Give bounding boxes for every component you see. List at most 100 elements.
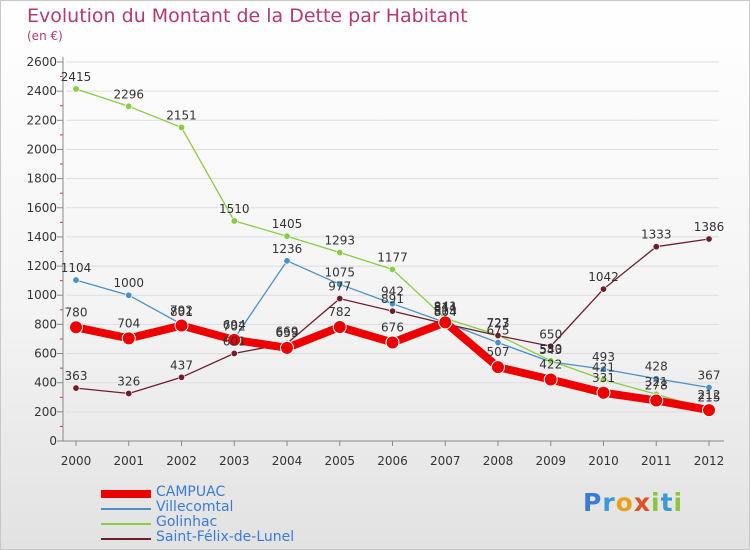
data-label: 639 bbox=[276, 326, 299, 340]
brand-letter: o bbox=[615, 488, 634, 517]
data-point bbox=[494, 339, 502, 347]
data-point bbox=[336, 249, 344, 257]
brand-letter: x bbox=[633, 488, 651, 517]
data-label: 702 bbox=[223, 320, 246, 334]
x-tick-label: 2007 bbox=[430, 454, 461, 468]
data-label: 367 bbox=[698, 369, 721, 383]
x-tick-label: 2010 bbox=[588, 454, 619, 468]
data-label: 550 bbox=[539, 342, 562, 356]
data-label: 422 bbox=[539, 357, 562, 371]
data-label: 601 bbox=[223, 334, 246, 348]
data-label: 507 bbox=[487, 345, 510, 359]
data-point bbox=[230, 217, 238, 225]
data-point bbox=[543, 372, 558, 387]
data-point bbox=[388, 300, 396, 308]
data-label: 676 bbox=[381, 320, 404, 334]
legend-label: Golinhac bbox=[156, 514, 218, 530]
data-label: 1104 bbox=[61, 261, 92, 275]
data-point bbox=[596, 385, 611, 400]
data-point bbox=[652, 375, 660, 383]
chart-subtitle: (en €) bbox=[27, 29, 63, 43]
data-label: 792 bbox=[170, 304, 193, 318]
data-label: 813 bbox=[434, 303, 457, 317]
x-tick-label: 2001 bbox=[113, 454, 144, 468]
data-label: 977 bbox=[328, 280, 351, 294]
data-label: 278 bbox=[645, 378, 668, 392]
legend-swatch bbox=[101, 538, 151, 540]
y-tick-label: 400 bbox=[34, 376, 57, 390]
data-label: 493 bbox=[592, 350, 615, 364]
legend-label: Villecomtal bbox=[156, 499, 234, 515]
x-tick-label: 2004 bbox=[272, 454, 303, 468]
data-label: 1510 bbox=[219, 202, 250, 216]
data-point bbox=[438, 315, 453, 330]
y-tick-label: 2200 bbox=[26, 113, 57, 127]
data-label: 1075 bbox=[324, 265, 355, 279]
data-point bbox=[332, 320, 347, 335]
data-point bbox=[491, 360, 505, 375]
data-label: 2296 bbox=[113, 87, 144, 101]
data-label: 428 bbox=[645, 360, 668, 374]
data-label: 814 bbox=[434, 300, 457, 314]
data-label: 331 bbox=[592, 371, 615, 385]
data-label: 1236 bbox=[272, 242, 303, 256]
y-tick-label: 1800 bbox=[26, 172, 57, 186]
data-point bbox=[649, 393, 664, 408]
x-tick-label: 2009 bbox=[535, 454, 566, 468]
data-label: 1042 bbox=[588, 270, 619, 284]
data-label: 1405 bbox=[272, 217, 303, 231]
data-point bbox=[652, 243, 660, 251]
x-tick-label: 2000 bbox=[61, 454, 92, 468]
legend-label: Saint-Félix-de-Lunel bbox=[156, 529, 295, 545]
data-point bbox=[385, 335, 400, 350]
data-point bbox=[72, 85, 80, 93]
y-tick-label: 0 bbox=[49, 434, 57, 448]
data-point bbox=[72, 276, 80, 284]
data-point bbox=[388, 265, 396, 273]
y-tick-label: 200 bbox=[34, 405, 57, 419]
data-point bbox=[178, 123, 186, 131]
data-label: 215 bbox=[698, 391, 721, 405]
data-label: 543 bbox=[539, 343, 562, 357]
data-point bbox=[388, 307, 396, 315]
data-label: 1000 bbox=[113, 276, 144, 290]
x-tick-label: 2006 bbox=[377, 454, 408, 468]
data-point bbox=[125, 389, 133, 397]
y-tick-label: 2400 bbox=[26, 84, 57, 98]
data-label: 2151 bbox=[166, 108, 197, 122]
data-label: 694 bbox=[223, 318, 246, 332]
data-label: 1293 bbox=[324, 234, 355, 248]
data-label: 2415 bbox=[61, 70, 92, 84]
data-label: 437 bbox=[170, 358, 193, 372]
data-point bbox=[227, 332, 242, 347]
data-label: 804 bbox=[434, 305, 457, 319]
y-tick-label: 1000 bbox=[26, 288, 57, 302]
data-label: 363 bbox=[65, 369, 88, 383]
y-tick-label: 600 bbox=[34, 347, 57, 361]
data-label: 891 bbox=[381, 292, 404, 306]
data-point bbox=[283, 257, 291, 265]
data-label: 1333 bbox=[641, 228, 672, 242]
data-point bbox=[599, 376, 607, 384]
data-label: 1177 bbox=[377, 250, 408, 264]
x-tick-label: 2005 bbox=[324, 454, 355, 468]
data-point bbox=[174, 318, 189, 333]
y-tick-label: 2600 bbox=[26, 55, 57, 69]
data-label: 212 bbox=[698, 388, 721, 402]
chart-title: Evolution du Montant de la Dette par Hab… bbox=[27, 5, 468, 27]
data-label: 704 bbox=[117, 316, 140, 330]
data-point bbox=[705, 384, 713, 392]
data-point bbox=[547, 342, 555, 350]
data-label: 727 bbox=[487, 316, 510, 330]
data-point bbox=[336, 280, 344, 288]
data-point bbox=[705, 235, 713, 243]
data-label: 723 bbox=[487, 317, 510, 331]
brand-letter: P bbox=[583, 488, 603, 517]
legend-swatch bbox=[101, 490, 151, 498]
legend-swatch bbox=[101, 508, 151, 510]
y-tick-label: 1200 bbox=[26, 259, 57, 273]
data-label: 326 bbox=[117, 374, 140, 388]
x-tick-label: 2012 bbox=[694, 454, 725, 468]
